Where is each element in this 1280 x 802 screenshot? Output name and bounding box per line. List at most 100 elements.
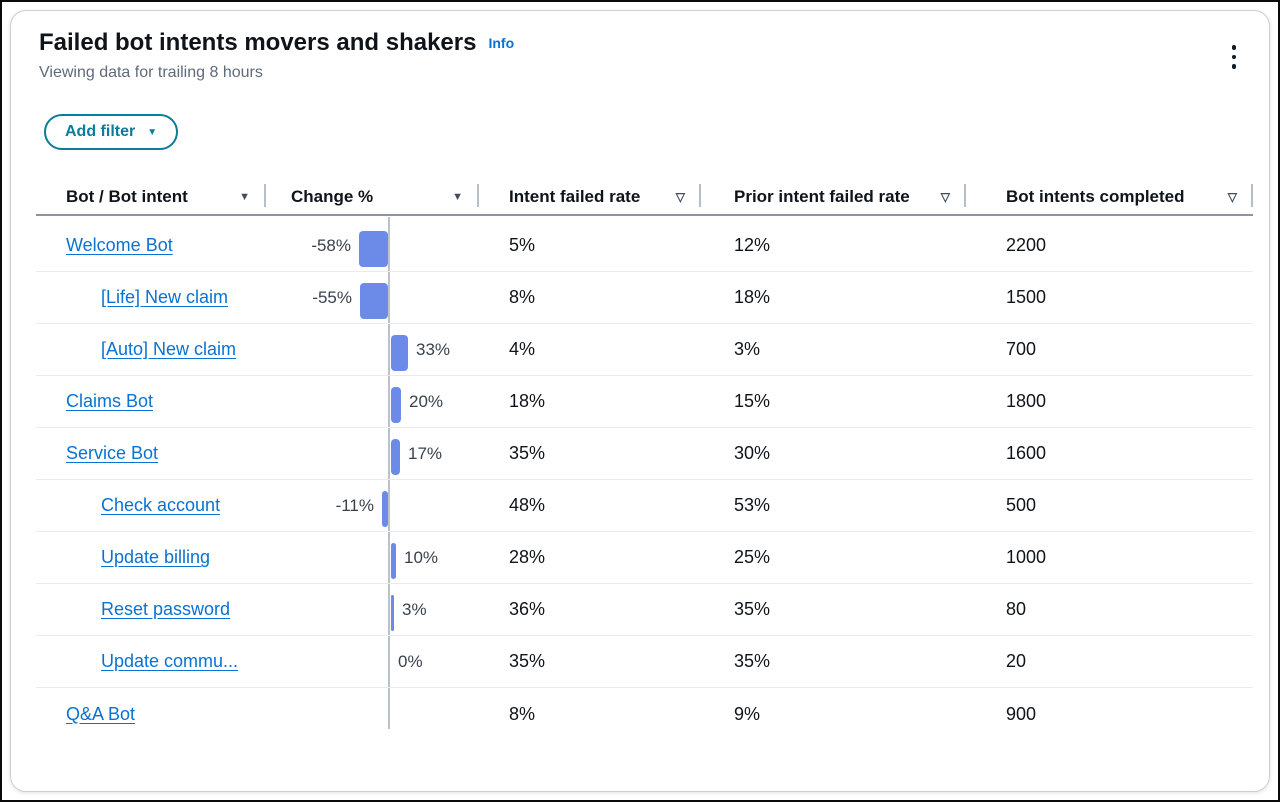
intent-link[interactable]: [Life] New claim <box>101 287 229 307</box>
bot-link[interactable]: Q&A Bot <box>66 703 136 724</box>
bot-link[interactable]: Claims Bot <box>66 391 154 411</box>
intent-failed-rate-value: 18% <box>509 391 546 411</box>
prior-intent-failed-rate-value: 35% <box>734 599 771 619</box>
prior-intent-failed-rate-value: 18% <box>734 287 771 307</box>
intent-failed-rate-value: 8% <box>509 703 536 724</box>
bot-intent-cell: Update commu... <box>36 651 266 672</box>
bot-intent-cell: Q&A Bot <box>36 704 266 725</box>
table-row: [Life] New claim 8% 18% 1500 -55% <box>36 272 1253 324</box>
intent-link[interactable]: Update billing <box>101 547 211 567</box>
add-filter-button[interactable]: Add filter ▼ <box>44 114 179 150</box>
change-value-label: -11% <box>335 496 374 515</box>
sort-arrow-icon: ▽ <box>675 189 685 204</box>
intent-failed-rate-value: 35% <box>509 651 546 671</box>
intent-link[interactable]: Update commu... <box>101 651 239 671</box>
bot-intents-completed-value: 2200 <box>1006 235 1047 255</box>
bot-intent-cell: Service Bot <box>36 443 266 464</box>
intent-failed-rate-value: 4% <box>509 339 536 359</box>
intent-failed-rate-value: 36% <box>509 599 546 619</box>
bot-link[interactable]: Welcome Bot <box>66 235 173 255</box>
table-row: Update billing 28% 25% 1000 10% <box>36 532 1253 584</box>
change-bar <box>391 335 408 371</box>
table-row: Claims Bot 18% 15% 1800 20% <box>36 376 1253 428</box>
column-header-label: Change % <box>291 186 374 206</box>
table-row: Service Bot 35% 30% 1600 17% <box>36 428 1253 480</box>
prior-intent-failed-rate-value: 53% <box>734 495 771 515</box>
page-title: Failed bot intents movers and shakers <box>39 29 477 56</box>
column-header-label: Bot / Bot intent <box>66 186 188 206</box>
change-value-label: 17% <box>408 444 443 463</box>
intent-failed-rate-value: 28% <box>509 547 546 567</box>
bot-intents-completed-value: 1500 <box>1006 287 1047 307</box>
column-header-label: Bot intents completed <box>1006 186 1185 206</box>
bot-intents-completed-value: 1600 <box>1006 443 1047 463</box>
intent-link[interactable]: Check account <box>101 495 221 515</box>
intent-failed-rate-value: 8% <box>509 287 536 307</box>
change-bar <box>391 543 396 579</box>
column-header-change[interactable]: Change % ▼ <box>266 179 479 214</box>
bot-intents-completed-value: 1800 <box>1006 391 1047 411</box>
prior-intent-failed-rate-value: 15% <box>734 391 771 411</box>
change-bar <box>360 283 388 319</box>
prior-intent-failed-rate-value: 25% <box>734 547 771 567</box>
table-row: Check account 48% 53% 500 -11% <box>36 480 1253 532</box>
prior-intent-failed-rate-value: 3% <box>734 339 761 359</box>
change-bar <box>391 595 394 631</box>
bot-intent-cell: [Life] New claim <box>36 287 266 308</box>
bot-intent-cell: Update billing <box>36 547 266 568</box>
change-value-label: 0% <box>398 652 423 671</box>
sort-arrow-icon: ▼ <box>239 190 250 203</box>
prior-intent-failed-rate-value: 30% <box>734 443 771 463</box>
column-header-bot-bot-intent[interactable]: Bot / Bot intent ▼ <box>36 179 266 214</box>
sort-arrow-icon: ▽ <box>940 189 950 204</box>
prior-intent-failed-rate-value: 12% <box>734 235 771 255</box>
info-link[interactable]: Info <box>488 35 515 51</box>
column-header-bot-intents-completed[interactable]: Bot intents completed ▽ <box>966 179 1253 214</box>
table-row: Reset password 36% 35% 80 3% <box>36 584 1253 636</box>
prior-intent-failed-rate-value: 35% <box>734 651 771 671</box>
bot-intents-completed-value: 80 <box>1006 599 1027 619</box>
bot-intent-cell: Reset password <box>36 599 266 620</box>
change-value-label: -58% <box>311 236 351 255</box>
intent-failed-rate-value: 35% <box>509 443 546 463</box>
intent-failed-rate-value: 5% <box>509 235 536 255</box>
bot-intent-cell: [Auto] New claim <box>36 339 266 360</box>
bot-intents-completed-value: 1000 <box>1006 547 1047 567</box>
table-row: [Auto] New claim 4% 3% 700 33% <box>36 324 1253 376</box>
chevron-down-icon: ▼ <box>147 126 158 138</box>
intent-link[interactable]: Reset password <box>101 599 231 619</box>
prior-intent-failed-rate-value: 9% <box>734 703 761 724</box>
bot-intents-completed-value: 500 <box>1006 495 1037 515</box>
bot-intent-cell: Check account <box>36 495 266 516</box>
table-row: Welcome Bot 5% 12% 2200 -58% <box>36 220 1253 272</box>
column-header-label: Prior intent failed rate <box>734 186 910 206</box>
change-value-label: 33% <box>416 340 451 359</box>
intent-failed-rate-value: 48% <box>509 495 546 515</box>
change-bar <box>359 231 388 267</box>
column-header-label: Intent failed rate <box>509 186 641 206</box>
change-value-label: 20% <box>409 392 444 411</box>
change-zero-axis-line <box>388 217 390 729</box>
movers-table: Bot / Bot intent ▼ Change % ▼ Intent failed … <box>36 179 1253 740</box>
subtitle: Viewing data for trailing 8 hours <box>39 64 263 81</box>
change-value-label: -55% <box>312 288 352 307</box>
bot-intent-cell: Welcome Bot <box>36 235 266 256</box>
add-filter-label: Add filter <box>65 123 136 140</box>
sort-arrow-icon: ▼ <box>452 190 463 203</box>
table-row: Q&A Bot 8% 9% 900 <box>36 688 1253 740</box>
table-body: Welcome Bot 5% 12% 2200 -58% [Life] New claim… <box>36 216 1253 740</box>
change-value-label: 10% <box>404 548 439 567</box>
bot-intents-completed-value: 900 <box>1006 703 1037 724</box>
intent-link[interactable]: [Auto] New claim <box>101 339 237 359</box>
kebab-menu-icon[interactable] <box>1223 41 1245 73</box>
widget-card: Failed bot intents movers and shakers In… <box>10 10 1270 792</box>
bot-intents-completed-value: 700 <box>1006 339 1037 359</box>
table-header-row: Bot / Bot intent ▼ Change % ▼ Intent failed … <box>36 179 1253 216</box>
change-bar <box>382 491 388 527</box>
bot-intents-completed-value: 20 <box>1006 651 1027 671</box>
bot-link[interactable]: Service Bot <box>66 443 159 463</box>
column-header-prior-intent-failed-rate[interactable]: Prior intent failed rate ▽ <box>701 179 966 214</box>
widget-header: Failed bot intents movers and shakers In… <box>39 29 1199 82</box>
column-header-intent-failed-rate[interactable]: Intent failed rate ▽ <box>479 179 701 214</box>
